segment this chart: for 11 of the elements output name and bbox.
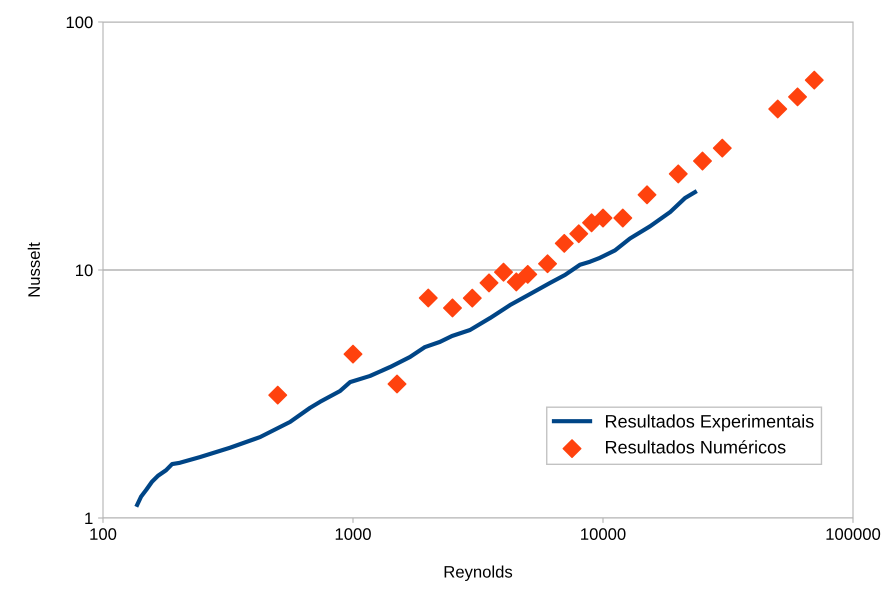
y-tick-label: 10 — [76, 264, 93, 276]
y-tick-label: 100 — [66, 16, 93, 28]
legend-label: Resultados Experimentais — [606, 414, 814, 432]
y-tick-label: 1 — [85, 512, 92, 524]
x-tick-label: 100000 — [826, 528, 880, 540]
x-tick-label: 10000 — [581, 528, 626, 540]
x-tick-label: 1000 — [336, 528, 371, 540]
legend-label: Resultados Numéricos — [606, 440, 786, 454]
x-axis-title: Reynolds — [444, 565, 512, 582]
x-tick-label: 100 — [90, 528, 116, 540]
y-axis-title: Nusselt — [28, 242, 40, 296]
